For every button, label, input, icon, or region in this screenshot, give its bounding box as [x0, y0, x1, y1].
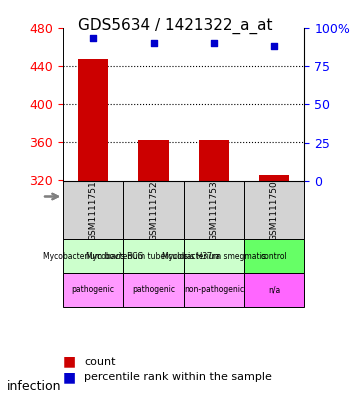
Text: GSM1111751: GSM1111751	[89, 180, 98, 241]
Text: GSM1111753: GSM1111753	[209, 180, 218, 241]
Text: ■: ■	[63, 370, 76, 384]
Text: control: control	[261, 252, 288, 261]
Text: GDS5634 / 1421322_a_at: GDS5634 / 1421322_a_at	[78, 18, 272, 34]
Text: GSM1111750: GSM1111750	[270, 180, 279, 241]
Text: Mycobacterium tuberculosis H37ra: Mycobacterium tuberculosis H37ra	[86, 252, 220, 261]
Point	[151, 40, 156, 46]
Text: pathogenic: pathogenic	[132, 285, 175, 294]
FancyBboxPatch shape	[184, 239, 244, 273]
Text: percentile rank within the sample: percentile rank within the sample	[84, 372, 272, 382]
FancyBboxPatch shape	[63, 273, 123, 307]
Text: count: count	[84, 356, 116, 367]
Bar	[199, 140, 229, 182]
FancyBboxPatch shape	[244, 273, 304, 307]
Point	[211, 40, 217, 46]
Point	[272, 43, 277, 49]
Text: ■: ■	[63, 354, 76, 369]
Point	[90, 35, 96, 41]
Text: Mycobacterium smegmatis: Mycobacterium smegmatis	[162, 252, 266, 261]
FancyBboxPatch shape	[63, 182, 123, 239]
Text: GSM1111752: GSM1111752	[149, 180, 158, 241]
Bar	[139, 140, 169, 182]
Text: n/a: n/a	[268, 285, 280, 294]
FancyBboxPatch shape	[63, 239, 123, 273]
FancyBboxPatch shape	[244, 239, 304, 273]
Text: non-pathogenic: non-pathogenic	[184, 285, 244, 294]
Text: Mycobacterium bovis BCG: Mycobacterium bovis BCG	[43, 252, 143, 261]
Bar	[78, 59, 108, 182]
FancyBboxPatch shape	[244, 182, 304, 239]
FancyBboxPatch shape	[184, 182, 244, 239]
FancyBboxPatch shape	[184, 273, 244, 307]
FancyBboxPatch shape	[123, 239, 184, 273]
Bar	[259, 175, 289, 182]
FancyBboxPatch shape	[123, 273, 184, 307]
Text: infection: infection	[7, 380, 62, 393]
FancyBboxPatch shape	[123, 182, 184, 239]
Text: pathogenic: pathogenic	[72, 285, 115, 294]
